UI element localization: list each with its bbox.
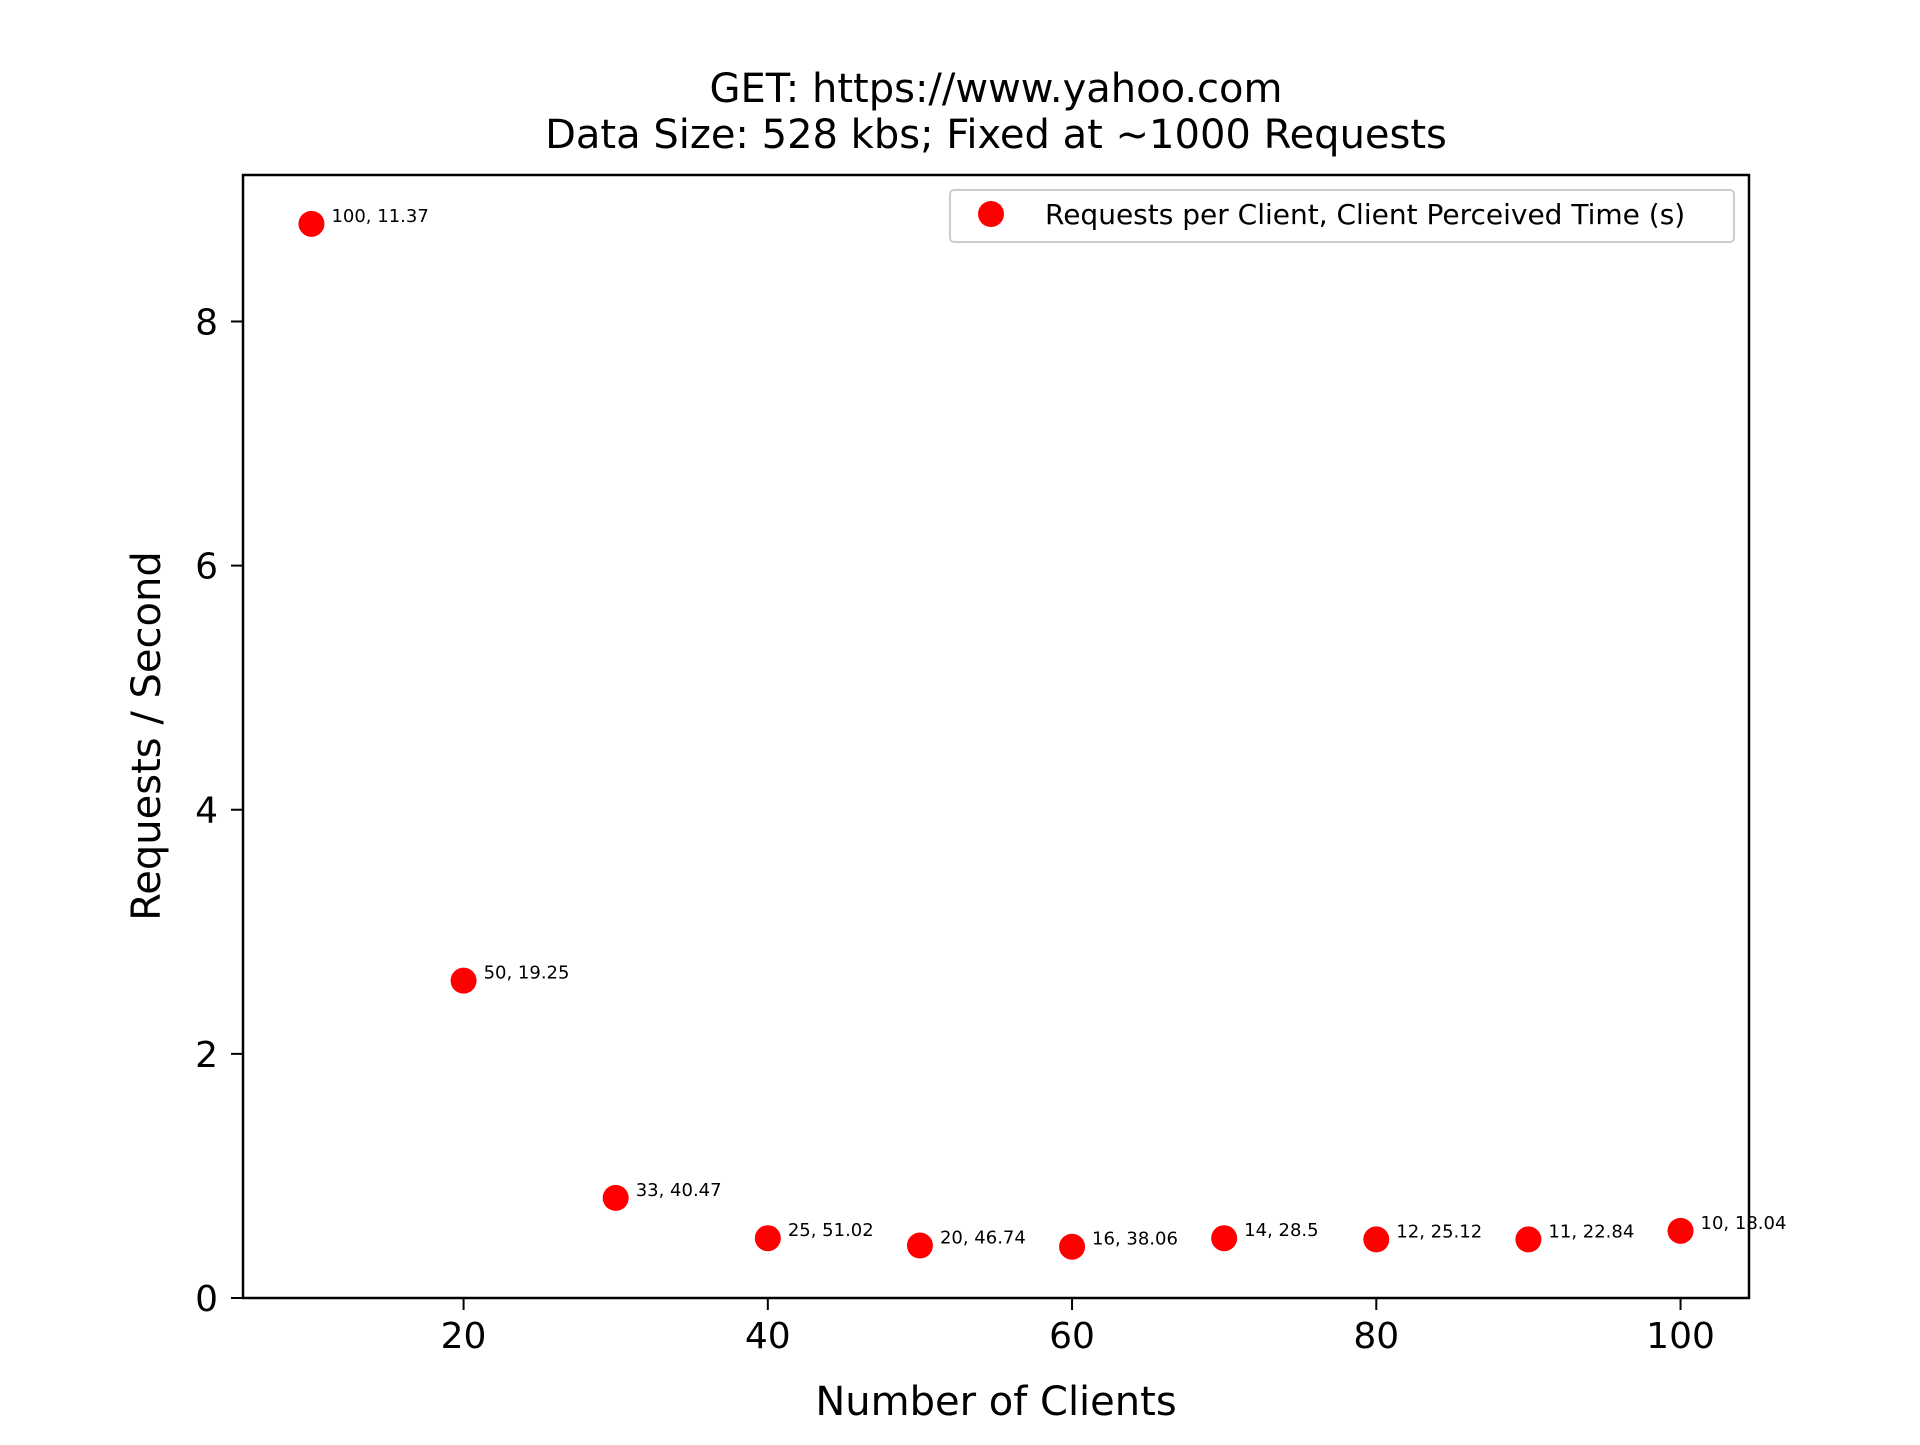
legend: Requests per Client, Client Perceived Ti…: [949, 189, 1735, 243]
data-point: [1667, 1217, 1694, 1244]
y-tick-label: 6: [195, 547, 218, 588]
x-tick-label: 100: [1646, 1316, 1715, 1357]
data-point: [602, 1184, 629, 1211]
x-axis-label: Number of Clients: [815, 1379, 1176, 1425]
data-point-label: 33, 40.47: [636, 1180, 722, 1201]
data-points: 100, 11.37 50, 19.25 33, 40.47 25, 51.02 20,…: [298, 206, 1786, 1260]
y-tick-label: 4: [195, 791, 218, 832]
data-point: [1363, 1226, 1390, 1253]
data-point: [298, 210, 325, 237]
legend-box: [949, 189, 1735, 243]
y-tick-label: 8: [195, 302, 218, 343]
y-axis-label: Requests / Second: [124, 551, 170, 920]
y-tick-label: 0: [195, 1279, 218, 1320]
data-point: [906, 1232, 933, 1259]
data-point: [1211, 1225, 1238, 1252]
data-point-label: 11, 22.84: [1548, 1221, 1634, 1242]
x-tick-label: 20: [441, 1316, 487, 1357]
data-point-label: 50, 19.25: [484, 963, 570, 984]
legend-marker: [978, 201, 1004, 227]
data-point: [1059, 1233, 1086, 1260]
data-point-label: 25, 51.02: [788, 1220, 874, 1241]
plot-area-frame: [241, 173, 1751, 1300]
data-point: [450, 967, 477, 994]
data-point-label: 12, 25.12: [1396, 1221, 1482, 1242]
data-point-label: 14, 28.5: [1244, 1220, 1318, 1241]
data-point-label: 20, 46.74: [940, 1228, 1026, 1249]
legend-label: Requests per Client, Client Perceived Ti…: [1045, 198, 1685, 231]
data-point-label: 100, 11.37: [331, 206, 428, 227]
data-point: [1515, 1226, 1542, 1253]
x-tick-label: 60: [1049, 1316, 1095, 1357]
data-point: [754, 1225, 781, 1252]
x-tick-label: 40: [745, 1316, 791, 1357]
chart-title-line-1: GET: https://www.yahoo.com: [710, 66, 1283, 112]
chart-title-line-2: Data Size: 528 kbs; Fixed at ~1000 Reque…: [545, 112, 1447, 158]
y-tick-label: 2: [195, 1035, 218, 1076]
x-tick-label: 80: [1353, 1316, 1399, 1357]
data-point-label: 16, 38.06: [1092, 1229, 1178, 1250]
data-point-label: 10, 18.04: [1701, 1213, 1787, 1234]
axis-ticks: 20 40 60 80 100 0 2 4 6 8: [195, 302, 1715, 1357]
